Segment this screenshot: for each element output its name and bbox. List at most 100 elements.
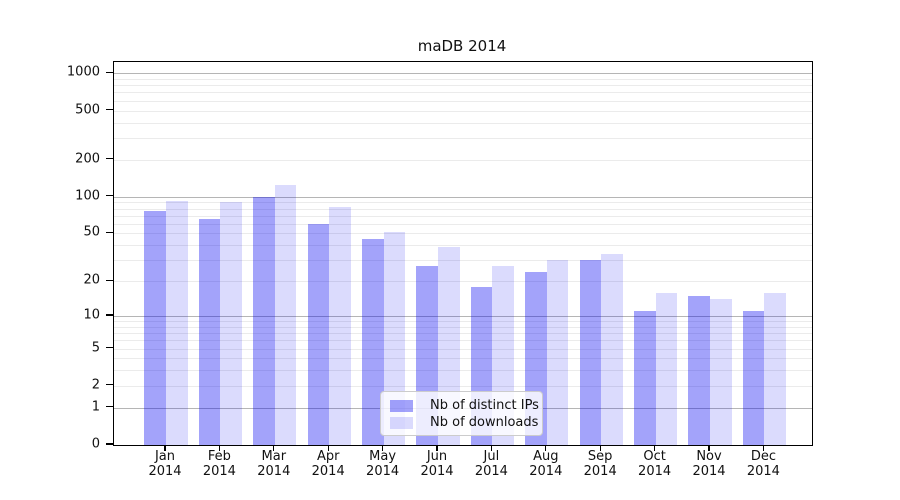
y-tick-mark [106, 195, 113, 197]
x-tick-month: Jul [483, 449, 500, 464]
legend: Nb of distinct IPs Nb of downloads [380, 391, 543, 436]
x-tick-mark [273, 445, 275, 451]
minor-gridline [114, 215, 812, 217]
x-tick-label: Nov 2014 [692, 449, 725, 479]
minor-gridline [114, 321, 812, 323]
minor-gridline [114, 78, 812, 80]
y-tick-mark [106, 314, 113, 316]
bar-downloads [274, 184, 297, 445]
y-tick-mark [106, 279, 113, 281]
x-tick-mark [436, 445, 438, 451]
x-tick-mark [327, 445, 329, 451]
minor-gridline [114, 202, 812, 204]
bar-distinct-ips [742, 311, 765, 445]
x-tick-mark [599, 445, 601, 451]
x-tick-year: 2014 [366, 464, 400, 479]
bar-downloads [166, 201, 188, 445]
minor-gridline [114, 208, 812, 210]
minor-gridline [114, 159, 812, 161]
x-tick-mark [654, 445, 656, 451]
x-tick-month: Nov [696, 449, 722, 464]
bar-distinct-ips [253, 196, 275, 445]
x-tick-mark [708, 445, 710, 451]
x-tick-year: 2014 [420, 464, 454, 479]
y-tick-mark [106, 158, 113, 160]
x-tick-label: Dec 2014 [747, 449, 780, 479]
bar-downloads [546, 260, 569, 445]
bar-distinct-ips [307, 223, 330, 445]
y-tick-label: 5 [91, 340, 100, 356]
minor-gridline [114, 245, 812, 247]
x-tick-label: Aug 2014 [529, 449, 562, 479]
major-gridline [114, 196, 812, 198]
x-tick-year: 2014 [746, 464, 780, 479]
x-tick-mark [490, 445, 492, 451]
x-tick-year: 2014 [311, 464, 345, 479]
y-tick-label: 10 [83, 307, 100, 323]
x-tick-year: 2014 [638, 464, 672, 479]
bar-distinct-ips [198, 218, 221, 445]
minor-gridline [114, 92, 812, 94]
bar-distinct-ips [633, 311, 656, 445]
y-tick-label: 100 [75, 188, 100, 204]
x-tick-label: Sep 2014 [584, 449, 617, 479]
minor-gridline [114, 85, 812, 87]
x-tick-year: 2014 [148, 464, 182, 479]
x-tick-month: Aug [533, 449, 559, 464]
x-tick-mark [545, 445, 547, 451]
minor-gridline [114, 348, 812, 350]
y-tick-mark [106, 384, 113, 386]
bar-downloads [764, 292, 787, 445]
legend-item: Nb of downloads [390, 414, 538, 431]
minor-gridline [114, 260, 812, 262]
x-tick-mark [762, 445, 764, 451]
chart-title: maDB 2014 [417, 37, 507, 55]
x-tick-label: Mar 2014 [257, 449, 290, 479]
x-tick-mark [382, 445, 384, 451]
y-tick-label: 50 [83, 224, 100, 240]
y-tick-label: 1 [91, 399, 100, 415]
x-tick-label: Jun 2014 [420, 449, 453, 479]
x-tick-year: 2014 [692, 464, 726, 479]
y-tick-mark [106, 443, 113, 445]
y-tick-mark [106, 406, 113, 408]
minor-gridline [114, 370, 812, 372]
legend-label: Nb of distinct IPs [430, 398, 539, 413]
bar-distinct-ips [361, 239, 384, 445]
y-tick-label: 1000 [66, 64, 100, 80]
minor-gridline [114, 137, 812, 139]
bar-downloads [655, 292, 678, 445]
minor-gridline [114, 385, 812, 387]
x-tick-year: 2014 [474, 464, 508, 479]
minor-gridline [114, 110, 812, 112]
bar-distinct-ips [579, 260, 602, 445]
x-tick-label: Feb 2014 [203, 449, 236, 479]
bar-downloads [329, 207, 351, 445]
bar-downloads [710, 299, 732, 445]
y-tick-label: 500 [75, 102, 100, 118]
minor-gridline [114, 326, 812, 328]
legend-swatch-downloads [390, 416, 413, 429]
x-tick-year: 2014 [202, 464, 236, 479]
legend-item: Nb of distinct IPs [390, 397, 539, 414]
bar-distinct-ips [144, 211, 166, 445]
x-tick-month: Sep [587, 449, 613, 464]
minor-gridline [114, 223, 812, 225]
legend-swatch-distinct-ips [390, 399, 413, 412]
y-tick-mark [106, 71, 113, 73]
x-tick-month: Jan [154, 449, 176, 464]
minor-gridline [114, 122, 812, 124]
bar-distinct-ips [688, 295, 710, 445]
x-tick-month: Feb [207, 449, 231, 464]
x-tick-label: May 2014 [366, 449, 399, 479]
minor-gridline [114, 333, 812, 335]
x-tick-label: Jul 2014 [475, 449, 508, 479]
major-gridline [114, 315, 812, 317]
x-tick-label: Oct 2014 [638, 449, 671, 479]
x-tick-month: Dec [750, 449, 776, 464]
bar-downloads [220, 201, 243, 445]
legend-label: Nb of downloads [430, 415, 539, 430]
y-tick-label: 2 [91, 377, 100, 393]
x-tick-label: Jan 2014 [148, 449, 181, 479]
